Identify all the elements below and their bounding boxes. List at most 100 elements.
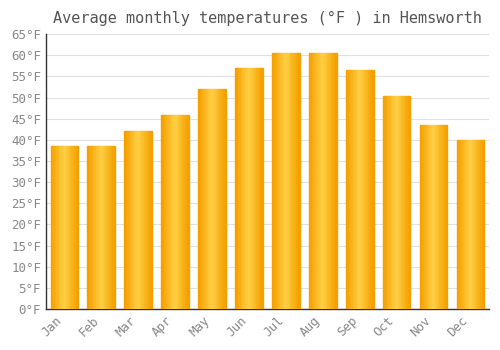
Bar [391, 96, 392, 309]
Bar [188, 114, 189, 309]
Bar [174, 114, 175, 309]
Bar [204, 89, 205, 309]
Bar [201, 89, 202, 309]
Bar [235, 68, 236, 309]
Bar [220, 89, 222, 309]
Bar [483, 140, 484, 309]
Bar [421, 125, 422, 309]
Bar [470, 140, 472, 309]
Bar [56, 146, 58, 309]
Bar [107, 146, 108, 309]
Bar [396, 96, 398, 309]
Bar [324, 53, 326, 309]
Bar [253, 68, 254, 309]
Bar [480, 140, 482, 309]
Bar [432, 125, 434, 309]
Bar [128, 132, 130, 309]
Bar [434, 125, 435, 309]
Bar [74, 146, 76, 309]
Bar [384, 96, 386, 309]
Bar [244, 68, 245, 309]
Bar [150, 132, 152, 309]
Bar [180, 114, 182, 309]
Bar [134, 132, 136, 309]
Bar [383, 96, 384, 309]
Bar [284, 53, 286, 309]
Bar [390, 96, 391, 309]
Bar [328, 53, 330, 309]
Bar [312, 53, 313, 309]
Bar [364, 70, 365, 309]
Bar [240, 68, 242, 309]
Bar [290, 53, 292, 309]
Bar [310, 53, 312, 309]
Bar [205, 89, 206, 309]
Bar [330, 53, 331, 309]
Bar [444, 125, 446, 309]
Bar [402, 96, 404, 309]
Bar [216, 89, 218, 309]
Bar [436, 125, 438, 309]
Bar [141, 132, 142, 309]
Bar [252, 68, 253, 309]
Bar [368, 70, 370, 309]
Bar [260, 68, 262, 309]
Bar [326, 53, 327, 309]
Bar [346, 70, 347, 309]
Bar [443, 125, 444, 309]
Bar [372, 70, 374, 309]
Bar [361, 70, 362, 309]
Bar [350, 70, 352, 309]
Bar [64, 146, 66, 309]
Bar [214, 89, 215, 309]
Bar [353, 70, 354, 309]
Bar [371, 70, 372, 309]
Bar [468, 140, 469, 309]
Bar [185, 114, 186, 309]
Bar [262, 68, 263, 309]
Bar [145, 132, 146, 309]
Bar [473, 140, 474, 309]
Bar [182, 114, 184, 309]
Bar [186, 114, 188, 309]
Bar [472, 140, 473, 309]
Bar [104, 146, 106, 309]
Bar [275, 53, 276, 309]
Bar [332, 53, 334, 309]
Bar [323, 53, 324, 309]
Bar [405, 96, 406, 309]
Bar [386, 96, 387, 309]
Bar [52, 146, 54, 309]
Bar [388, 96, 390, 309]
Bar [370, 70, 371, 309]
Bar [198, 89, 200, 309]
Title: Average monthly temperatures (°F ) in Hemsworth: Average monthly temperatures (°F ) in He… [53, 11, 482, 26]
Bar [426, 125, 428, 309]
Bar [394, 96, 395, 309]
Bar [93, 146, 94, 309]
Bar [354, 70, 356, 309]
Bar [110, 146, 111, 309]
Bar [406, 96, 408, 309]
Bar [112, 146, 114, 309]
Bar [212, 89, 214, 309]
Bar [68, 146, 70, 309]
Bar [442, 125, 443, 309]
Bar [144, 132, 145, 309]
Bar [132, 132, 134, 309]
Bar [59, 146, 60, 309]
Bar [142, 132, 144, 309]
Bar [462, 140, 464, 309]
Bar [176, 114, 178, 309]
Bar [313, 53, 314, 309]
Bar [331, 53, 332, 309]
Bar [466, 140, 468, 309]
Bar [422, 125, 424, 309]
Bar [387, 96, 388, 309]
Bar [245, 68, 246, 309]
Bar [409, 96, 410, 309]
Bar [357, 70, 358, 309]
Bar [334, 53, 336, 309]
Bar [283, 53, 284, 309]
Bar [297, 53, 298, 309]
